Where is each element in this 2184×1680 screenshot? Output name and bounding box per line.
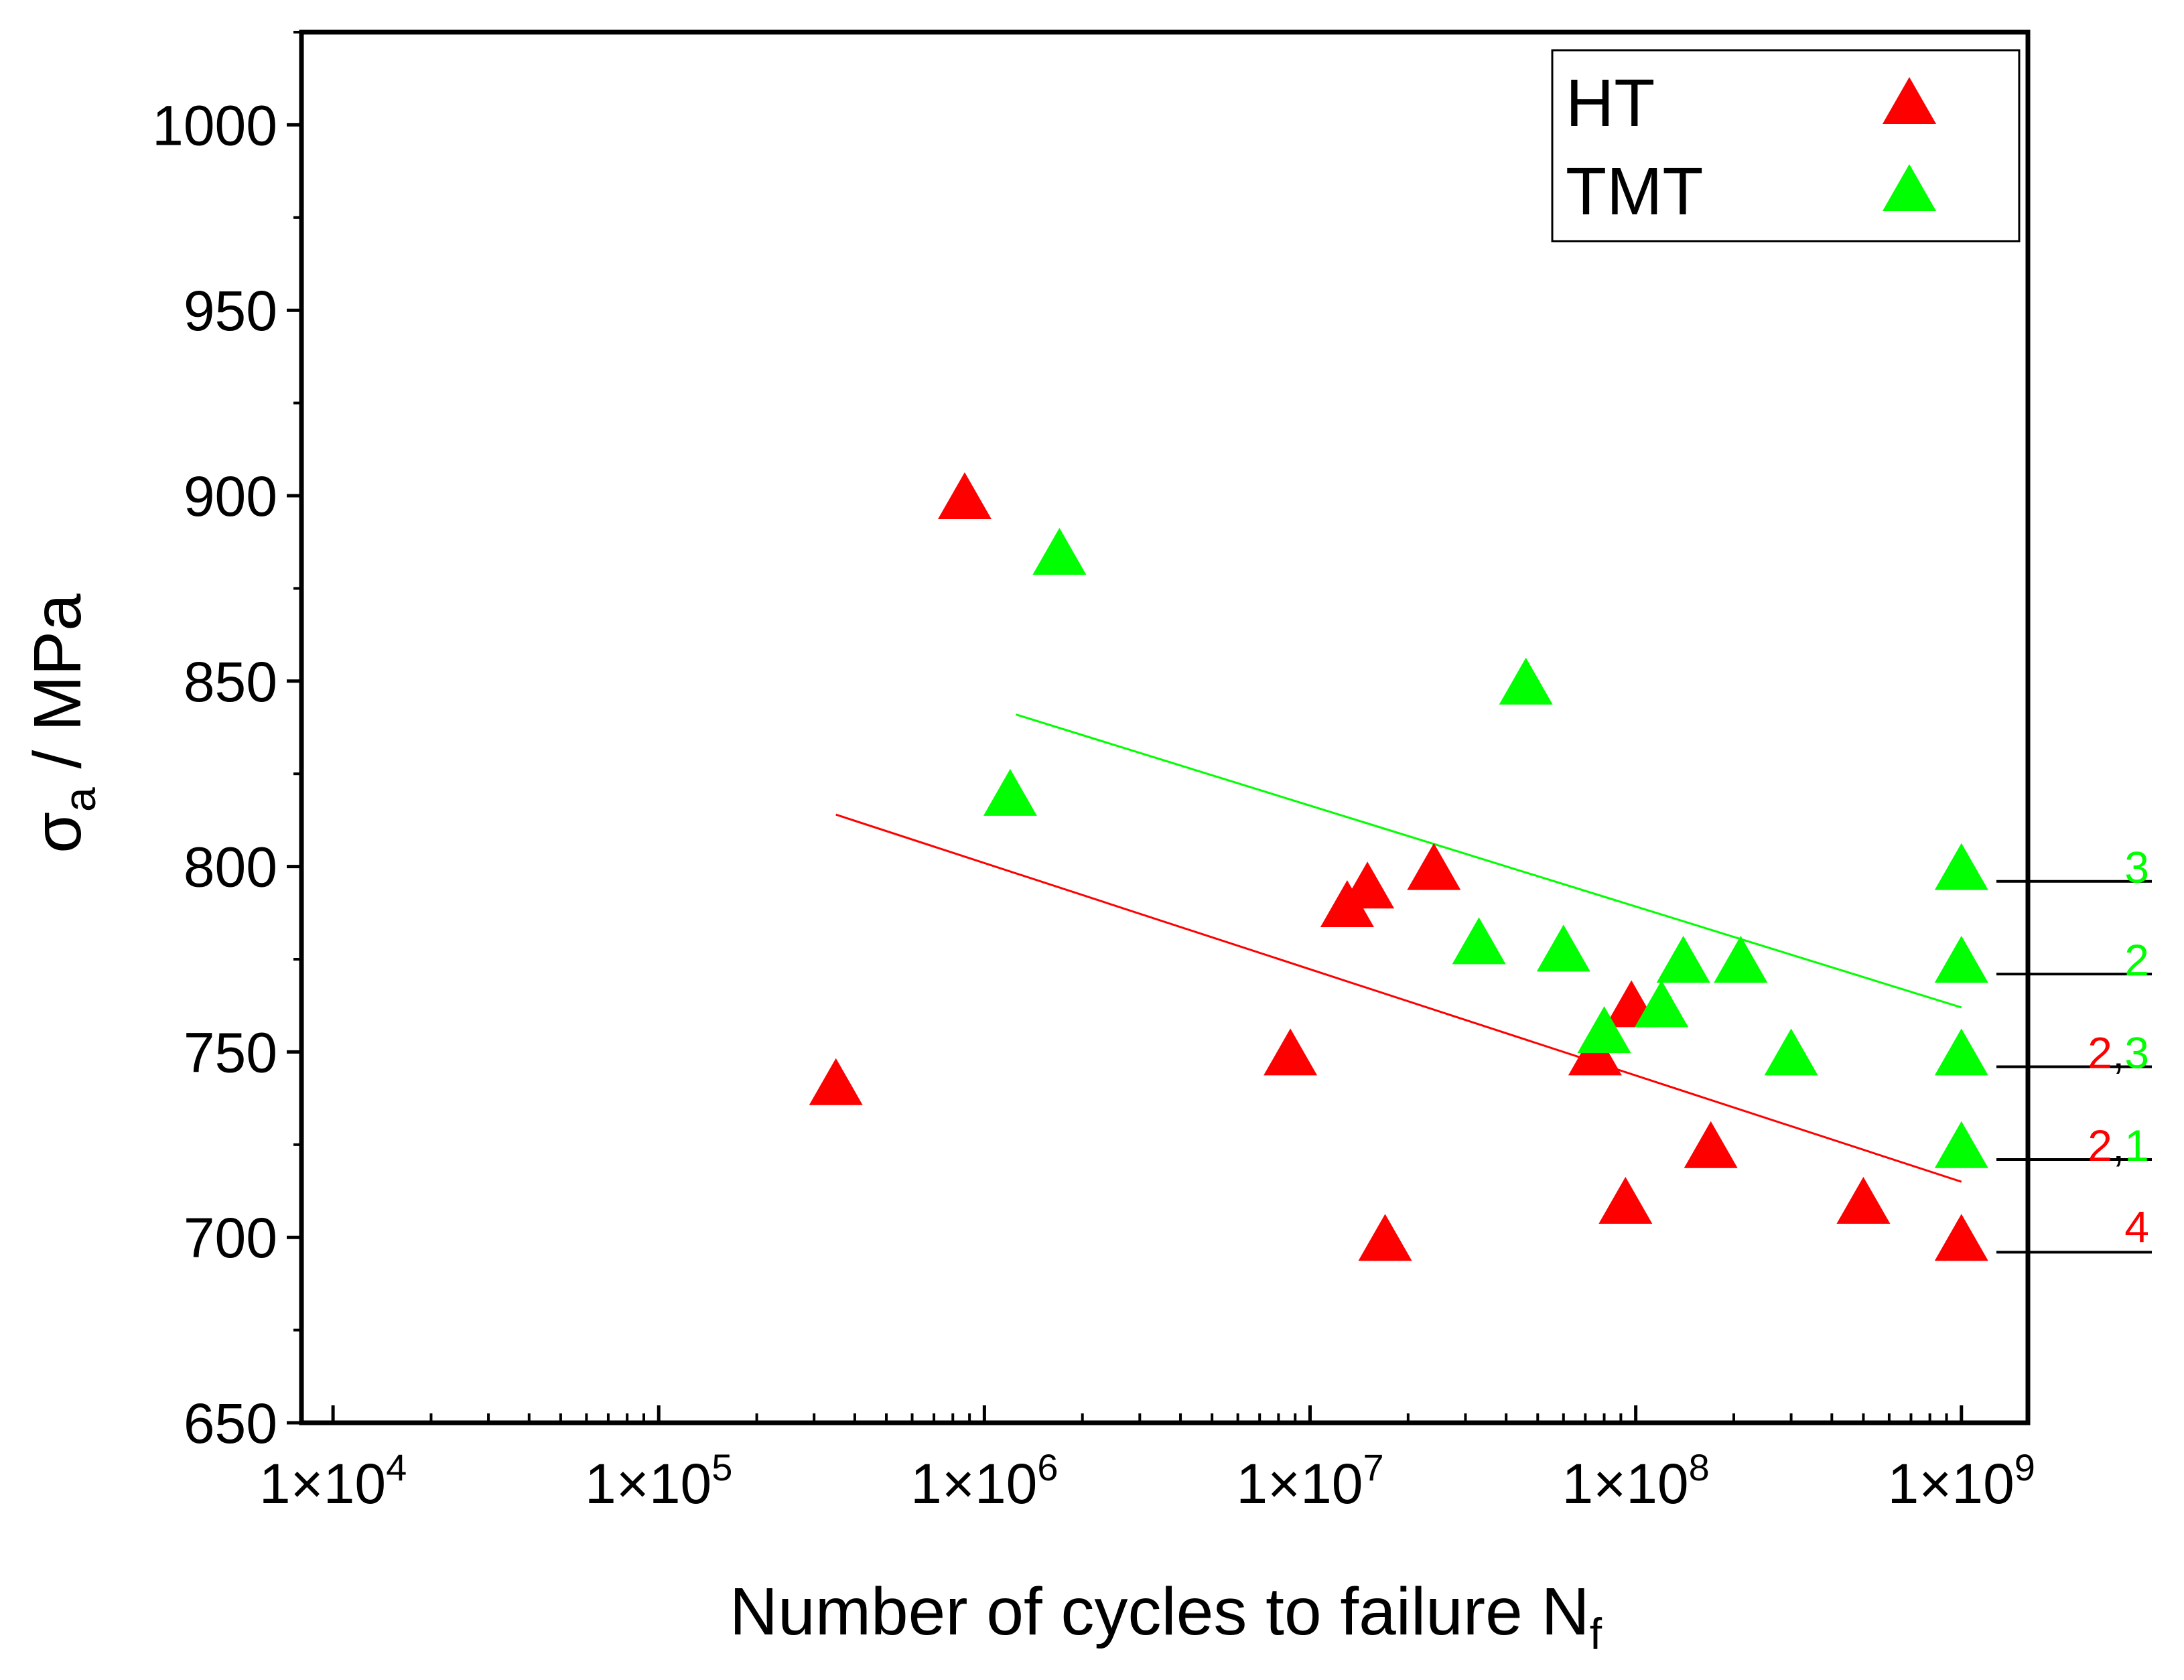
data-point-tmt (983, 768, 1037, 816)
legend-marker-tmt (1883, 164, 1936, 211)
data-point-tmt (1934, 936, 1988, 983)
runout-label-part: 2 (2088, 1121, 2112, 1170)
x-tick-label: 1×105 (585, 1446, 732, 1515)
data-point-tmt (1536, 924, 1590, 972)
x-tick-exponent: 8 (1689, 1446, 1710, 1488)
runout-label: 4 (2124, 1202, 2149, 1252)
y-tick-label: 850 (184, 650, 277, 713)
y-axis-ticks: 650 700 750 800 850 900 950 1000 (152, 31, 301, 1455)
runout-label-part: 2 (2088, 1028, 2112, 1077)
data-point-tmt (1714, 936, 1768, 983)
legend-label-ht: HT (1566, 66, 1655, 141)
data-point-ht (1264, 1028, 1318, 1076)
x-tick-exponent: 4 (386, 1446, 407, 1488)
data-point-tmt (1499, 657, 1553, 705)
data-point-ht (1684, 1121, 1738, 1168)
data-point-tmt (1656, 936, 1710, 983)
x-axis-ticks: 1×104 1×105 1×106 1×107 1×108 1×109 (259, 1405, 2035, 1515)
x-tick-mantissa: 1×10 (1562, 1452, 1688, 1515)
x-tick-mantissa: 1×10 (1888, 1452, 2015, 1515)
data-point-tmt (1934, 1028, 1988, 1076)
x-tick-mantissa: 1×10 (910, 1452, 1037, 1515)
runout-annotations: 322,32,14 (1996, 843, 2152, 1254)
data-point-ht (1836, 1176, 1891, 1224)
data-point-tmt (1764, 1028, 1818, 1076)
runout-label: 3 (2124, 843, 2149, 892)
x-tick-label: 1×106 (910, 1446, 1058, 1515)
data-point-tmt (1934, 843, 1988, 890)
runout-label-part: 2 (2124, 935, 2149, 985)
x-tick-exponent: 7 (1363, 1446, 1384, 1488)
data-point-tmt (1032, 528, 1087, 575)
legend-box (1551, 49, 2021, 242)
y-tick-label: 900 (184, 465, 277, 528)
legend-label-tmt: TMT (1566, 154, 1703, 229)
data-point-tmt (1452, 917, 1506, 965)
data-point-ht (1407, 843, 1461, 890)
data-point-tmt (1635, 980, 1689, 1028)
data-point-tmt (1934, 1121, 1988, 1168)
runout-label: 2,1 (2088, 1121, 2149, 1170)
x-tick-mantissa: 1×10 (259, 1452, 386, 1515)
data-point-ht (1341, 861, 1395, 909)
x-tick-exponent: 6 (1037, 1446, 1058, 1488)
runout-label-part: 3 (2124, 843, 2149, 892)
x-tick-label: 1×108 (1562, 1446, 1709, 1515)
x-tick-exponent: 9 (2015, 1446, 2035, 1488)
axes: 1×104 1×105 1×106 1×107 1×108 1×109 650700750… (152, 29, 2035, 1515)
runout-label: 2,3 (2088, 1028, 2149, 1077)
runout-label-part: , (2112, 1121, 2124, 1170)
fit-lines (835, 713, 1962, 1183)
y-axis-title: σa / MPa (20, 593, 105, 853)
y-tick-label: 700 (184, 1206, 277, 1269)
y-tick-label: 650 (184, 1392, 277, 1455)
runout-label-part: 3 (2124, 1028, 2149, 1077)
runout-label-part: 4 (2124, 1202, 2149, 1252)
x-tick-label: 1×107 (1236, 1446, 1383, 1515)
runout-label-part: 1 (2124, 1121, 2149, 1170)
x-tick-label: 1×109 (1888, 1446, 2035, 1515)
runout-label: 2 (2124, 935, 2149, 985)
fit-line (835, 813, 1962, 1183)
data-point-ht (809, 1058, 863, 1105)
x-tick-mantissa: 1×10 (1236, 1452, 1363, 1515)
y-tick-label: 950 (184, 279, 277, 342)
x-tick-exponent: 5 (711, 1446, 732, 1488)
x-axis-title: Number of cycles to failure Nf (730, 1574, 1602, 1659)
plot-frame (299, 29, 2031, 1425)
data-point-ht (1598, 1176, 1653, 1224)
y-tick-label: 750 (184, 1021, 277, 1084)
y-tick-label: 800 (184, 836, 277, 899)
y-tick-label: 1000 (152, 94, 277, 157)
data-point-ht (937, 472, 992, 519)
legend-marker-ht (1883, 77, 1936, 124)
legend: HT TMT (1551, 49, 2021, 242)
runout-label-part: , (2112, 1028, 2124, 1077)
x-tick-label: 1×104 (259, 1446, 407, 1515)
data-points (809, 472, 1988, 1261)
data-point-ht (1934, 1214, 1988, 1261)
x-tick-mantissa: 1×10 (585, 1452, 711, 1515)
data-point-ht (1358, 1214, 1412, 1261)
data-point-tmt (1577, 1006, 1631, 1054)
fit-line (1016, 713, 1962, 1009)
